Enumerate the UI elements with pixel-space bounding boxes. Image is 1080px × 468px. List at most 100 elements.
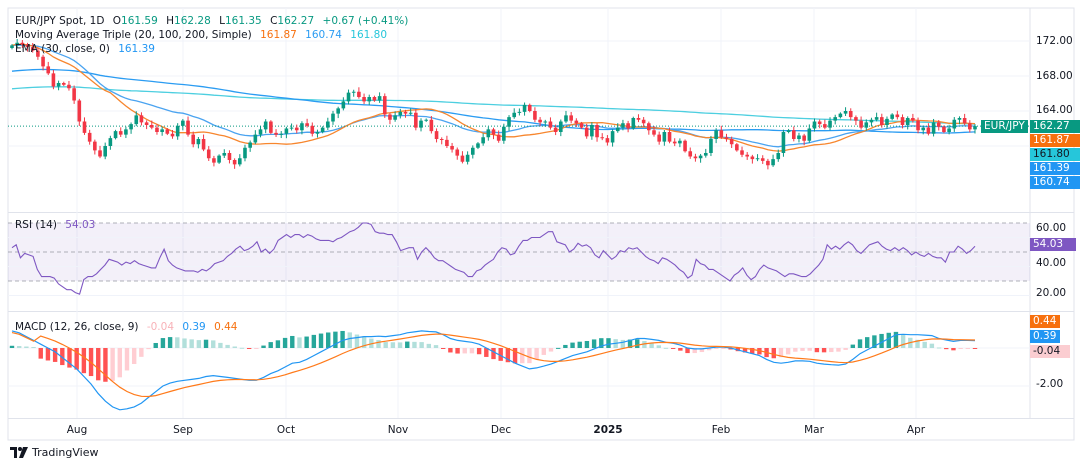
macd-histogram-bar: [915, 339, 920, 348]
candle-body: [486, 129, 491, 138]
candle-body: [828, 120, 832, 128]
macd-hist-badge: -0.04: [1030, 345, 1070, 358]
macd-histogram-bar: [311, 334, 317, 348]
candle-body: [310, 125, 315, 134]
candle-body: [776, 153, 781, 160]
macd-histogram-bar: [390, 342, 396, 348]
ema-value: 161.39: [118, 43, 155, 55]
macd-histogram-bar: [433, 345, 439, 348]
macd-histogram-bar: [922, 341, 927, 348]
macd-histogram-bar: [505, 348, 511, 363]
macd-histogram-bar: [843, 348, 848, 350]
macd-histogram-bar: [110, 348, 115, 381]
macd-histogram-bar: [512, 348, 518, 364]
price-tick-164: 164.00: [1036, 104, 1073, 116]
candle-body: [683, 140, 687, 152]
symbol-badge: EUR/JPY: [981, 120, 1028, 133]
macd-histogram-bar: [268, 342, 273, 348]
candle-body: [729, 139, 734, 145]
candle-body: [791, 130, 796, 139]
candle-body: [243, 147, 247, 159]
macd-histogram-bar: [397, 342, 403, 348]
time-tick-feb: Feb: [711, 424, 731, 436]
candle-body: [72, 88, 76, 101]
ma-triple-legend[interactable]: Moving Average Triple (20, 100, 200, Sim…: [15, 29, 392, 42]
candle-body: [652, 130, 656, 135]
candle-body: [854, 117, 858, 121]
sma20-badge: 161.87: [1030, 134, 1080, 147]
candle-body: [341, 101, 346, 109]
candle-body: [10, 45, 14, 48]
macd-histogram-bar: [642, 341, 647, 348]
macd-histogram-bar: [721, 348, 726, 349]
macd-histogram-bar: [117, 348, 122, 378]
macd-histogram-bar: [541, 348, 547, 355]
candle-body: [56, 83, 61, 87]
candle-body: [439, 139, 444, 140]
candle-body: [947, 128, 951, 132]
candle-body: [688, 151, 693, 157]
macd-histogram-bar: [555, 347, 561, 349]
macd-histogram-bar: [318, 333, 324, 348]
candle-body: [802, 135, 806, 141]
candle-body: [67, 84, 71, 89]
macd-histogram-bar: [951, 348, 956, 351]
candle-body: [512, 112, 517, 118]
macd-histogram-bar: [239, 347, 245, 349]
macd-histogram-bar: [146, 348, 151, 350]
ema-legend[interactable]: EMA (30, close, 0) 161.39: [15, 43, 160, 56]
macd-histogram-bar: [246, 348, 252, 349]
candle-body: [196, 139, 201, 145]
candle-body: [351, 91, 356, 93]
candle-body: [895, 114, 900, 118]
macd-histogram-bar: [175, 337, 180, 348]
candle-body: [662, 132, 667, 142]
macd-tick-neg2: -2.00: [1036, 378, 1064, 390]
macd-histogram-bar: [958, 348, 963, 349]
candle-body: [481, 137, 485, 144]
sma100-badge: 160.74: [1030, 176, 1080, 189]
last-price-badge: 162.27: [1030, 120, 1080, 133]
candle-body: [393, 115, 397, 120]
candle-body: [289, 127, 294, 129]
macd-histogram-bar: [182, 338, 187, 348]
tradingview-logo-icon: [10, 447, 28, 458]
candle-body: [274, 132, 278, 135]
macd-histogram-bar: [52, 348, 58, 362]
candle-body: [584, 127, 589, 137]
macd-histogram-bar: [9, 345, 15, 348]
candle-body: [517, 111, 522, 113]
time-tick-apr: Apr: [906, 424, 926, 436]
candle-body: [905, 118, 910, 125]
candle-body: [305, 123, 309, 126]
candle-body: [227, 153, 232, 160]
macd-histogram-bar: [448, 348, 453, 353]
macd-histogram-bar: [203, 339, 209, 348]
macd-histogram-bar: [160, 338, 166, 348]
candle-body: [781, 132, 786, 153]
macd-histogram-bar: [742, 348, 748, 353]
macd-histogram-bar: [929, 343, 935, 348]
candle-body: [331, 113, 335, 122]
close-value: 162.27: [277, 15, 315, 27]
macd-histogram-bar: [31, 347, 36, 349]
rsi-legend[interactable]: RSI (14) 54.03: [15, 219, 100, 232]
macd-histogram-bar: [189, 339, 194, 348]
macd-signal-value: 0.44: [214, 321, 238, 333]
time-tick-sep: Sep: [173, 424, 193, 436]
rsi-tick-20: 20.00: [1036, 287, 1067, 299]
candle-body: [952, 119, 957, 129]
tradingview-footer[interactable]: TradingView: [10, 446, 98, 459]
change-value: +0.67 (+0.41%): [322, 15, 409, 27]
candle-body: [336, 108, 340, 114]
candle-body: [900, 117, 905, 125]
macd-histogram-bar: [685, 348, 690, 354]
ma-triple-label: Moving Average Triple (20, 100, 200, Sim…: [15, 29, 252, 41]
candle-body: [755, 158, 760, 160]
macd-legend[interactable]: MACD (12, 26, close, 9) -0.04 0.39 0.44: [15, 321, 242, 334]
low-label: L: [219, 15, 225, 27]
macd-label: MACD (12, 26, close, 9): [15, 321, 139, 333]
candle-body: [833, 117, 838, 121]
candle-body: [880, 117, 884, 125]
